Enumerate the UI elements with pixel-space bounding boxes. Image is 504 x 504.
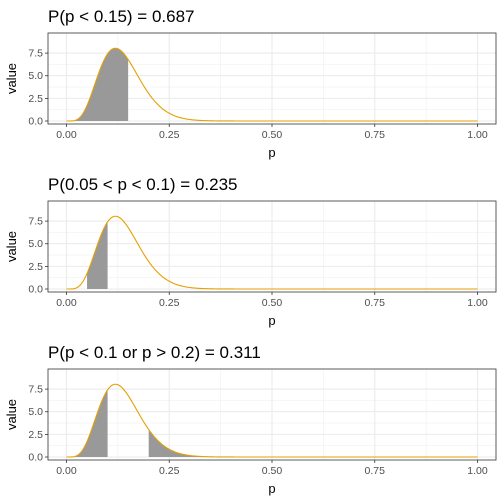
y-tick-label: 2.5 bbox=[28, 93, 43, 105]
panel-title: P(p < 0.15) = 0.687 bbox=[48, 7, 195, 26]
panel-title: P(0.05 < p < 0.1) = 0.235 bbox=[48, 175, 238, 194]
x-tick-label: 0.25 bbox=[159, 297, 180, 309]
panel-3: P(p < 0.1 or p > 0.2) = 0.311 0.00 0.25 0.5… bbox=[4, 343, 497, 496]
x-tick-label: 0.50 bbox=[262, 129, 283, 141]
y-tick-label: 7.5 bbox=[28, 216, 43, 228]
y-axis-title: value bbox=[4, 231, 19, 262]
x-tick-label: 1.00 bbox=[467, 129, 488, 141]
y-tick-label: 5.0 bbox=[28, 406, 43, 418]
x-axis-title: p bbox=[268, 313, 275, 328]
x-tick-label: 1.00 bbox=[467, 465, 488, 477]
x-axis-title: p bbox=[268, 481, 275, 496]
panel-title: P(p < 0.1 or p > 0.2) = 0.311 bbox=[48, 343, 261, 362]
x-tick-label: 0.00 bbox=[56, 297, 77, 309]
x-tick-label: 0.00 bbox=[56, 465, 77, 477]
y-tick-label: 5.0 bbox=[28, 238, 43, 250]
x-tick-label: 0.75 bbox=[365, 465, 386, 477]
density-line bbox=[66, 215, 478, 290]
y-axis-title: value bbox=[4, 399, 19, 430]
x-tick-label: 0.75 bbox=[365, 297, 386, 309]
x-tick-label: 0.50 bbox=[262, 465, 283, 477]
x-tick-label: 0.25 bbox=[159, 465, 180, 477]
shaded-area bbox=[66, 48, 129, 121]
y-tick-label: 5.0 bbox=[28, 70, 43, 82]
panel-1: P(p < 0.15) = 0.687 0.00 0.25 0.50 0.75 1.00 0… bbox=[4, 7, 497, 160]
y-tick-label: 2.5 bbox=[28, 261, 43, 273]
y-tick-label: 7.5 bbox=[28, 384, 43, 396]
shaded-area bbox=[87, 221, 108, 289]
density-line bbox=[66, 47, 478, 122]
x-axis-title: p bbox=[268, 145, 275, 160]
x-tick-label: 0.50 bbox=[262, 297, 283, 309]
y-tick-label: 0.0 bbox=[28, 116, 43, 128]
x-tick-label: 0.25 bbox=[159, 129, 180, 141]
panel-2: P(0.05 < p < 0.1) = 0.235 0.00 0.25 0.50 0.7… bbox=[4, 175, 497, 328]
y-tick-label: 0.0 bbox=[28, 284, 43, 296]
shaded-area bbox=[66, 389, 108, 457]
density-line bbox=[66, 383, 478, 458]
x-tick-label: 0.00 bbox=[56, 129, 77, 141]
y-tick-label: 2.5 bbox=[28, 429, 43, 441]
x-tick-label: 0.75 bbox=[365, 129, 386, 141]
y-tick-label: 7.5 bbox=[28, 48, 43, 60]
x-tick-label: 1.00 bbox=[467, 297, 488, 309]
y-tick-label: 0.0 bbox=[28, 452, 43, 464]
y-axis-title: value bbox=[4, 63, 19, 94]
